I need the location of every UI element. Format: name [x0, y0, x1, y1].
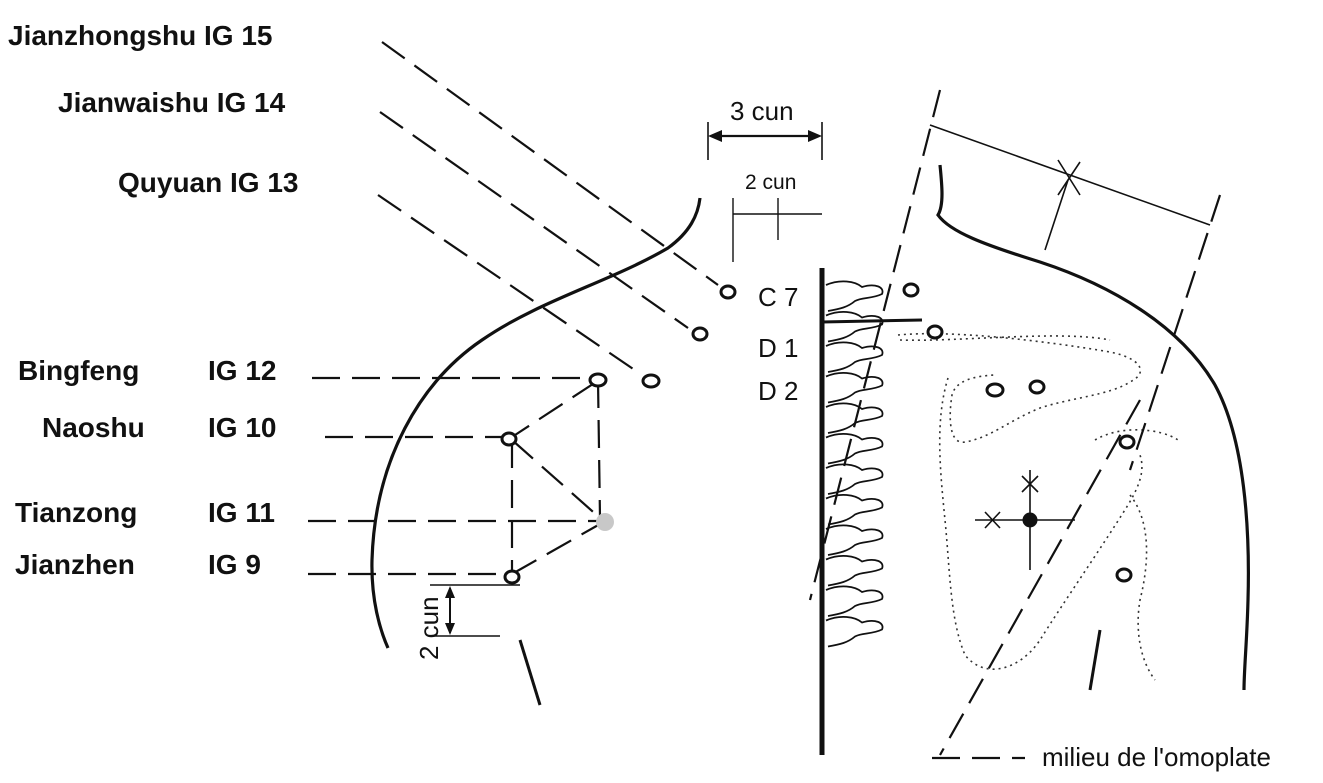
scapula-spine-dotted: [897, 332, 1142, 443]
point-right-scapula-2: [1028, 379, 1046, 395]
legend-text: milieu de l'omoplate: [1042, 742, 1271, 772]
point-ig11: [596, 513, 614, 531]
vertebrae-outline: [825, 280, 884, 648]
spine: [819, 268, 923, 755]
legend: milieu de l'omoplate: [932, 742, 1271, 772]
vertebra-shape: [825, 311, 884, 343]
label-bingfeng-code: IG 12: [208, 355, 276, 386]
scapula-outline: [897, 332, 1179, 681]
vertebra-shape: [825, 494, 884, 526]
measure-side-arrow-up: [445, 586, 455, 598]
measure-3cun-label: 3 cun: [730, 96, 794, 126]
measure-2cun-top: 2 cun: [732, 171, 822, 262]
vertebra-shape: [825, 402, 884, 434]
leader-lines: [308, 41, 719, 576]
bracket-mid-line: [1044, 179, 1069, 251]
point-ig15: [719, 284, 737, 300]
bracket-x-mark: [1057, 159, 1081, 196]
left-arm-line: [518, 639, 542, 706]
left-acupoints: [500, 284, 737, 585]
point-right-scapula-1: [985, 382, 1005, 398]
measure-side-arrow-down: [445, 623, 455, 635]
leader-ig14: [379, 111, 689, 329]
right-dashed-line-left: [808, 89, 942, 601]
point-ig14: [691, 326, 709, 342]
humerus-dotted: [1129, 494, 1156, 681]
left-neck-shoulder-outline: [370, 197, 702, 649]
point-ig10: [500, 431, 518, 447]
right-arm-line: [1088, 629, 1102, 691]
crosshair-left-x: [984, 511, 1001, 529]
right-dashed-line-middle: [939, 399, 1141, 756]
label-bingfeng: Bingfeng: [18, 355, 139, 386]
point-scapula-center: [1022, 512, 1038, 528]
label-naoshu-code: IG 10: [208, 412, 276, 443]
vertebra-d2: D 2: [758, 376, 798, 406]
vertebra-d1: D 1: [758, 333, 798, 363]
scapula-center-crosshair: [975, 470, 1075, 570]
point-ig12: [588, 372, 608, 388]
measure-2cun-side-label: 2 cun: [414, 596, 444, 660]
measure-2cun-top-label: 2 cun: [745, 171, 796, 194]
d1-marker-line: [821, 318, 923, 324]
label-jianzhen-code: IG 9: [208, 549, 261, 580]
point-ig13: [641, 373, 661, 389]
label-jianwaishu-ig14: Jianwaishu IG 14: [58, 87, 286, 118]
vertebra-shape: [825, 280, 884, 312]
label-jianzhen: Jianzhen: [15, 549, 135, 580]
vertebra-shape: [825, 372, 884, 404]
measure-3cun: 3 cun: [707, 96, 823, 160]
measure-3cun-arrow-left: [708, 130, 722, 142]
construction-ig12-ig11: [596, 379, 602, 519]
construction-lines: [510, 379, 602, 575]
right-dashed-lines: [808, 89, 1222, 756]
crosshair-top-x: [1021, 475, 1039, 493]
label-naoshu: Naoshu: [42, 412, 145, 443]
measure-2cun-side: 2 cun: [414, 584, 520, 660]
vertebra-shape: [825, 555, 884, 587]
left-body-outline: [370, 197, 702, 706]
leader-ig15: [381, 41, 719, 286]
label-quyuan-ig13: Quyuan IG 13: [118, 167, 299, 198]
vertebra-shape: [825, 433, 884, 465]
bracket-top-line: [929, 124, 1211, 226]
vertebra-shape: [825, 616, 884, 648]
vertebra-shape: [825, 463, 884, 495]
leader-ig13: [377, 194, 643, 376]
construction-ig10-ig11: [511, 439, 601, 519]
right-dashed-line-right: [1128, 194, 1222, 471]
label-jianzhongshu-ig15: Jianzhongshu IG 15: [8, 20, 272, 51]
construction-ig9-ig11: [511, 523, 601, 575]
label-tianzong-code: IG 11: [208, 497, 275, 528]
right-neck-shoulder-outline: [936, 164, 1250, 691]
point-right-d1: [926, 324, 944, 340]
label-tianzong: Tianzong: [15, 497, 137, 528]
point-right-shoulder: [1118, 434, 1136, 450]
point-ig9: [503, 569, 521, 585]
measure-3cun-arrow-right: [808, 130, 822, 142]
point-right-lower: [1115, 567, 1133, 583]
right-measure-bracket: [929, 124, 1211, 251]
vertebra-shape: [825, 341, 884, 373]
vertebra-c7: C 7: [758, 282, 798, 312]
construction-ig12-ig10: [511, 381, 597, 438]
vertebra-shape: [825, 585, 884, 617]
right-acupoints: [902, 282, 1136, 583]
right-body-outline: [936, 164, 1250, 691]
clavicle-dotted: [899, 335, 1111, 342]
acromion-dotted: [1094, 429, 1179, 441]
vertebra-shape: [825, 524, 884, 556]
scapula-body-dotted: [938, 377, 1143, 670]
point-right-upper: [902, 282, 920, 298]
